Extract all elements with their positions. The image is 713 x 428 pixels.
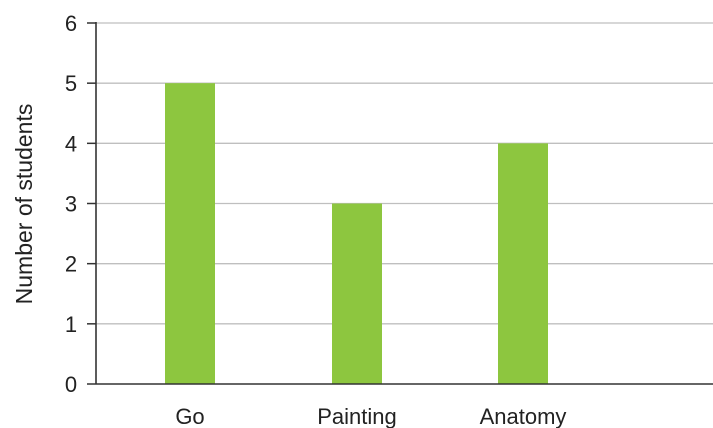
y-tick-label: 0	[65, 372, 77, 397]
bar-go	[165, 83, 215, 385]
y-axis-label: Number of students	[11, 104, 37, 305]
x-tick-label: Anatomy	[480, 404, 567, 428]
x-tick-label: Painting	[317, 404, 397, 428]
y-tick-labels: 0 1 2 3 4 5 6	[65, 11, 77, 397]
y-tick-label: 5	[65, 71, 77, 96]
x-tick-label: Go	[175, 404, 204, 428]
y-tick-label: 6	[65, 11, 77, 36]
axes	[87, 22, 713, 385]
y-tick-label: 2	[65, 252, 77, 277]
y-tick-label: 1	[65, 312, 77, 337]
bar-anatomy	[498, 143, 548, 384]
x-tick-labels: Go Painting Anatomy	[175, 404, 566, 428]
bar-painting	[332, 203, 382, 384]
y-tick-label: 3	[65, 192, 77, 217]
y-tick-label: 4	[65, 131, 77, 156]
bars	[165, 83, 548, 385]
